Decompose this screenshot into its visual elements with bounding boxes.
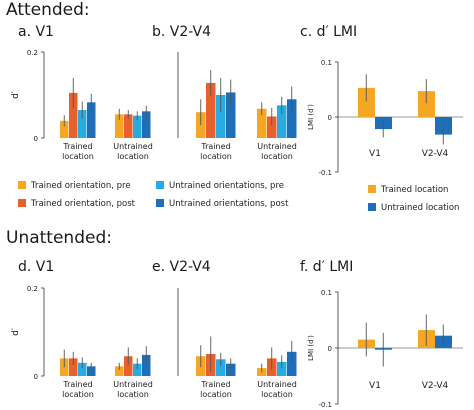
category-label-e-0-line2: location bbox=[200, 390, 232, 399]
legend-swatch-3 bbox=[156, 199, 164, 207]
bar-e-1-2 bbox=[277, 361, 287, 376]
bar-b-1-0 bbox=[257, 108, 267, 138]
category-label-f-0: V1 bbox=[369, 381, 381, 391]
y-tick-label-f-0: 0.1 bbox=[321, 289, 332, 297]
category-label-f-1: V2-V4 bbox=[422, 381, 449, 391]
y-label-c: LMI (d′) bbox=[307, 104, 315, 130]
category-label-b-1-line2: location bbox=[261, 152, 293, 161]
bar-d-0-3 bbox=[87, 366, 96, 376]
bar-e-0-2 bbox=[216, 359, 226, 376]
legend-swatch-2 bbox=[156, 181, 164, 189]
category-label-c-1: V2-V4 bbox=[422, 149, 449, 159]
category-label-d-0-line1: Trained bbox=[62, 380, 92, 389]
bar-a-0-1 bbox=[69, 92, 78, 138]
bar-d-1-2 bbox=[133, 363, 142, 376]
attended-section-title: Attended: bbox=[6, 0, 90, 20]
y-tick-label-a-0: 0 bbox=[34, 135, 38, 143]
panel-b-title: b. V2-V4 bbox=[152, 24, 211, 40]
legend-label-2: Untrained orientations, pre bbox=[169, 181, 284, 191]
bar-b-1-2 bbox=[277, 105, 287, 138]
lmi-legend-swatch-0 bbox=[368, 185, 376, 193]
category-label-a-0-line1: Trained bbox=[62, 142, 92, 151]
y-tick-label-f-1: 0 bbox=[328, 345, 332, 353]
bar-e-0-3 bbox=[226, 363, 236, 376]
bar-b-0-1 bbox=[206, 82, 216, 138]
category-label-d-1-line2: location bbox=[117, 390, 149, 399]
panel-a-title: a. V1 bbox=[18, 24, 54, 40]
y-tick-label-d-1: 0.2 bbox=[27, 285, 38, 293]
panel-c-title: c. d′ LMI bbox=[300, 24, 358, 40]
y-label-d: d′ bbox=[11, 328, 21, 336]
y-tick-label-c-2: -0.1 bbox=[318, 169, 332, 177]
y-label-a: d′ bbox=[11, 91, 21, 99]
bar-c-0-0 bbox=[358, 87, 375, 117]
bar-b-0-2 bbox=[216, 95, 226, 138]
bar-a-0-2 bbox=[78, 110, 87, 138]
bar-e-1-3 bbox=[287, 351, 297, 376]
bar-c-1-0 bbox=[418, 91, 435, 117]
lmi-legend-swatch-1 bbox=[368, 203, 376, 211]
bar-b-1-3 bbox=[287, 99, 297, 138]
category-label-a-1-line1: Untrained bbox=[113, 142, 153, 151]
bar-d-1-0 bbox=[115, 366, 124, 376]
bar-a-0-3 bbox=[87, 102, 96, 138]
category-label-d-1-line1: Untrained bbox=[113, 380, 153, 389]
panel-e-title: e. V2-V4 bbox=[152, 259, 211, 275]
category-label-e-1-line2: location bbox=[261, 390, 293, 399]
category-label-b-0-line1: Trained bbox=[200, 142, 230, 151]
category-label-e-1-line1: Untrained bbox=[257, 380, 297, 389]
category-label-a-0-line2: location bbox=[62, 152, 94, 161]
category-label-c-0: V1 bbox=[369, 149, 381, 159]
bar-a-0-0 bbox=[60, 120, 69, 138]
bar-a-1-1 bbox=[124, 114, 133, 138]
legend-swatch-0 bbox=[18, 181, 26, 189]
category-label-a-1-line2: location bbox=[117, 152, 149, 161]
bar-d-0-2 bbox=[78, 362, 87, 376]
legend-label-1: Trained orientation, post bbox=[30, 199, 136, 209]
bar-d-1-1 bbox=[124, 356, 133, 376]
unattended-section-title: Unattended: bbox=[6, 228, 112, 248]
lmi-legend-label-0: Trained location bbox=[380, 185, 448, 195]
y-tick-label-d-0: 0 bbox=[34, 373, 38, 381]
category-label-d-0-line2: location bbox=[62, 390, 94, 399]
bar-b-1-1 bbox=[267, 116, 277, 138]
bar-b-0-3 bbox=[226, 92, 236, 138]
panel-f-title: f. d′ LMI bbox=[300, 259, 354, 275]
category-label-b-0-line2: location bbox=[200, 152, 232, 161]
y-tick-label-c-1: 0 bbox=[328, 114, 332, 122]
bar-a-1-2 bbox=[133, 115, 142, 138]
panel-d-title: d. V1 bbox=[18, 259, 55, 275]
bar-a-1-3 bbox=[142, 111, 151, 138]
bar-d-1-3 bbox=[142, 354, 151, 376]
legend-label-3: Untrained orientations, post bbox=[169, 199, 289, 209]
category-label-e-0-line1: Trained bbox=[200, 380, 230, 389]
category-label-b-1-line1: Untrained bbox=[257, 142, 297, 151]
y-tick-label-a-1: 0.2 bbox=[27, 49, 38, 57]
y-label-f: LMI (d′) bbox=[307, 335, 315, 361]
bar-d-0-1 bbox=[69, 358, 78, 376]
bar-a-1-0 bbox=[115, 114, 124, 138]
y-tick-label-c-0: 0.1 bbox=[321, 59, 332, 67]
legend-label-0: Trained orientation, pre bbox=[30, 181, 131, 191]
legend-swatch-1 bbox=[18, 199, 26, 207]
lmi-legend-label-1: Untrained location bbox=[381, 203, 459, 213]
y-tick-label-f-2: -0.1 bbox=[318, 401, 332, 409]
